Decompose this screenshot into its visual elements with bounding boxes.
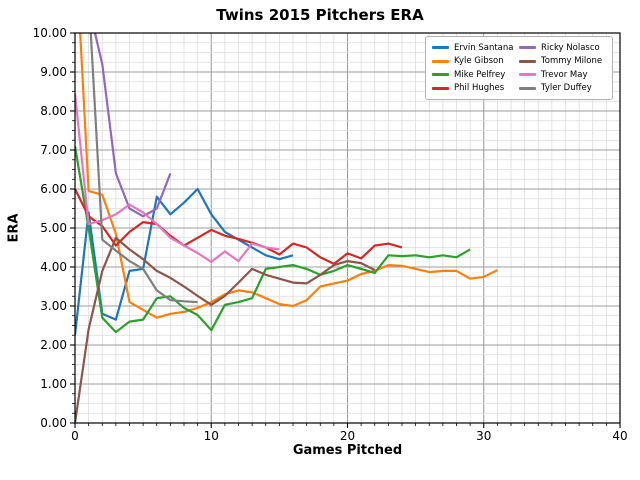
legend-item-ervin-santana: Ervin Santana bbox=[432, 41, 519, 55]
legend-label: Kyle Gibson bbox=[454, 56, 504, 67]
y-tick-label: 3.00 bbox=[40, 299, 67, 313]
series-line-tyler-duffey bbox=[89, 33, 198, 304]
y-tick-label: 7.00 bbox=[40, 143, 67, 157]
legend-line-swatch bbox=[519, 73, 536, 77]
series-line-phil-hughes bbox=[75, 188, 403, 265]
series-line-trevor-may bbox=[75, 93, 280, 263]
y-tick-label: 5.00 bbox=[40, 221, 67, 235]
legend-item-mike-pelfrey: Mike Pelfrey bbox=[432, 68, 519, 82]
legend-line-swatch bbox=[519, 86, 536, 90]
chart-title: Twins 2015 Pitchers ERA bbox=[216, 6, 424, 24]
legend-line-swatch bbox=[432, 86, 449, 90]
legend-line-swatch bbox=[519, 46, 536, 50]
legend-item-kyle-gibson: Kyle Gibson bbox=[432, 55, 519, 69]
y-tick-label: 8.00 bbox=[40, 104, 67, 118]
series-line-tommy-milone bbox=[75, 236, 376, 423]
legend-label: Ricky Nolasco bbox=[541, 42, 600, 53]
legend-label: Phil Hughes bbox=[454, 83, 505, 94]
series-line-kyle-gibson bbox=[79, 33, 498, 319]
y-tick-label: 1.00 bbox=[40, 377, 67, 391]
x-tick-label: 0 bbox=[71, 429, 79, 443]
y-tick-label: 6.00 bbox=[40, 182, 67, 196]
legend: Ervin Santana Kyle Gibson Mike Pelfrey Phil… bbox=[425, 36, 613, 100]
legend-item-tommy-milone: Tommy Milone bbox=[519, 55, 606, 69]
legend-line-swatch bbox=[432, 73, 449, 77]
y-tick-label: 9.00 bbox=[40, 65, 67, 79]
legend-label: Trevor May bbox=[541, 69, 588, 80]
legend-line-swatch bbox=[432, 46, 449, 50]
legend-label: Tommy Milone bbox=[541, 56, 603, 67]
x-tick-label: 30 bbox=[476, 429, 491, 443]
y-tick-label: 4.00 bbox=[40, 260, 67, 274]
legend-item-trevor-may: Trevor May bbox=[519, 68, 606, 82]
legend-line-swatch bbox=[519, 59, 536, 63]
x-tick-label: 20 bbox=[340, 429, 355, 443]
legend-line-swatch bbox=[432, 59, 449, 63]
x-tick-label: 40 bbox=[612, 429, 627, 443]
series-line-mike-pelfrey bbox=[75, 145, 471, 334]
y-tick-label: 2.00 bbox=[40, 338, 67, 352]
legend-item-tyler-duffey: Tyler Duffey bbox=[519, 82, 606, 96]
y-axis-label: ERA bbox=[6, 213, 22, 243]
x-axis-label: Games Pitched bbox=[292, 443, 403, 458]
y-tick-label: 0.00 bbox=[40, 416, 67, 430]
series-line-ervin-santana bbox=[75, 187, 294, 336]
y-tick-label: 10.00 bbox=[33, 26, 67, 40]
legend-label: Tyler Duffey bbox=[541, 83, 592, 94]
legend-label: Mike Pelfrey bbox=[454, 69, 506, 80]
series-line-ricky-nolasco bbox=[93, 33, 172, 218]
x-tick-label: 10 bbox=[204, 429, 219, 443]
legend-label: Ervin Santana bbox=[454, 42, 514, 53]
legend-item-phil-hughes: Phil Hughes bbox=[432, 82, 519, 96]
legend-item-ricky-nolasco: Ricky Nolasco bbox=[519, 41, 606, 55]
